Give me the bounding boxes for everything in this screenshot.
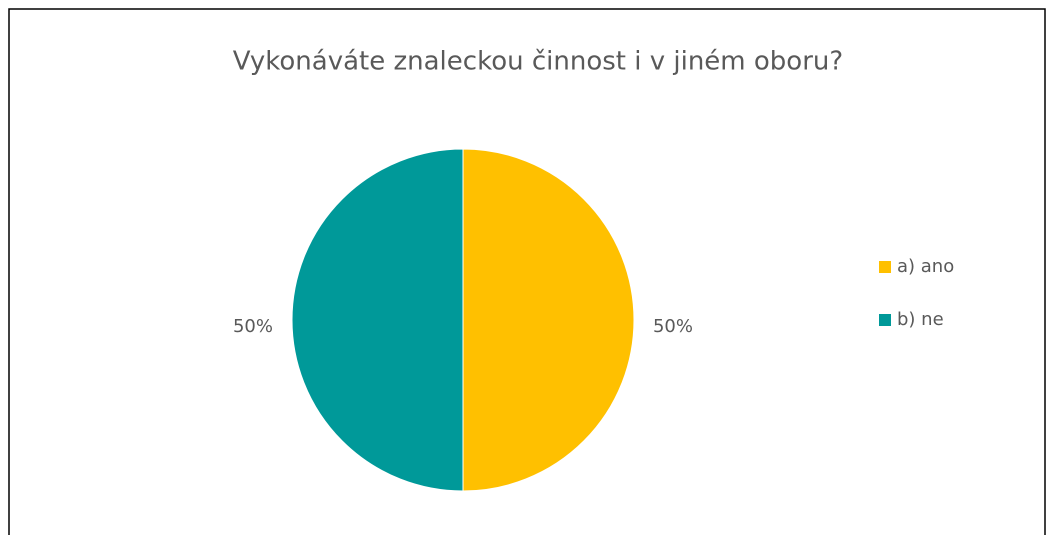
data-label: 50% [653,316,693,337]
legend-label: b) ne [897,309,944,330]
pie-slice [462,148,635,492]
legend-label: a) ano [897,256,954,277]
legend-swatch [879,261,891,273]
chart-title: Vykonáváte znaleckou činnost i v jiném o… [233,47,843,77]
data-label: 50% [233,316,273,337]
pie-slice [291,148,464,492]
legend-swatch [879,314,891,326]
